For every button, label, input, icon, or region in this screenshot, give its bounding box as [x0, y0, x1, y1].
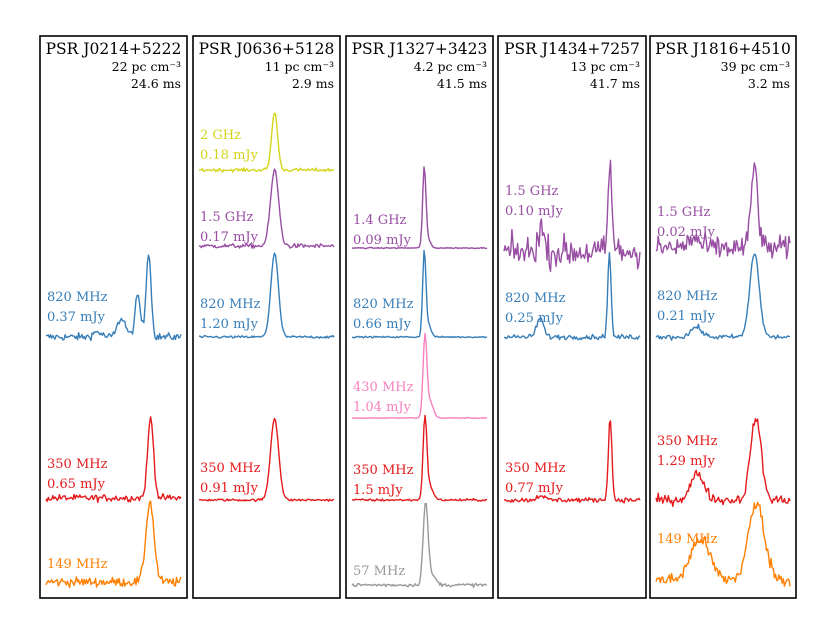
dispersion-measure: 39 pc cm⁻³ — [721, 59, 790, 74]
pulse-profile-trace — [503, 251, 641, 341]
flux-density-label: 1.29 mJy — [657, 454, 716, 469]
pulse-profile-trace — [655, 418, 791, 508]
flux-density-label: 0.77 mJy — [505, 481, 564, 496]
pulse-profile-trace — [351, 414, 488, 502]
frequency-label: 350 MHz — [657, 434, 718, 449]
frequency-label: 1.5 GHz — [200, 210, 254, 225]
frequency-label: 1.5 GHz — [657, 205, 711, 220]
frequency-label: 350 MHz — [47, 457, 108, 472]
pulse-profile-trace — [655, 501, 791, 587]
flux-density-label: 0.09 mJy — [353, 233, 412, 248]
dispersion-measure: 11 pc cm⁻³ — [265, 59, 334, 74]
dispersion-measure: 4.2 pc cm⁻³ — [414, 59, 487, 74]
frequency-label: 2 GHz — [200, 128, 241, 143]
pulse-profile-trace — [351, 166, 488, 250]
frequency-label: 820 MHz — [505, 291, 566, 306]
panel-frame — [497, 35, 647, 599]
panel-frame — [649, 35, 797, 599]
panel-title: PSR J0214+5222 — [46, 40, 182, 58]
pulse-profile-trace — [198, 112, 335, 173]
pulse-profile-trace — [198, 168, 335, 249]
frequency-label: 820 MHz — [353, 297, 414, 312]
pulse-profile-trace — [198, 252, 335, 339]
frequency-label: 820 MHz — [657, 289, 718, 304]
dispersion-measure: 13 pc cm⁻³ — [571, 59, 640, 74]
flux-density-label: 0.37 mJy — [47, 310, 106, 325]
flux-density-label: 1.04 mJy — [353, 400, 412, 415]
frequency-label: 57 MHz — [353, 564, 405, 579]
pulse-profile-trace — [351, 249, 488, 339]
flux-density-label: 0.18 mJy — [200, 148, 259, 163]
pulse-profile-trace — [351, 332, 488, 420]
frequency-label: 149 MHz — [47, 557, 108, 572]
spin-period: 41.7 ms — [590, 76, 640, 91]
panel-frame — [192, 35, 341, 599]
flux-density-label: 0.02 mJy — [657, 225, 716, 240]
panel-title: PSR J1434+7257 — [504, 40, 640, 58]
pulse-profile-trace — [198, 417, 335, 503]
pulse-profile-trace — [45, 500, 182, 588]
panel-title: PSR J1816+4510 — [655, 40, 791, 58]
frequency-label: 350 MHz — [200, 461, 261, 476]
frequency-label: 820 MHz — [200, 297, 261, 312]
pulse-profile-trace — [655, 162, 791, 260]
flux-density-label: 0.91 mJy — [200, 481, 259, 496]
panel-title: PSR J0636+5128 — [199, 40, 335, 58]
spin-period: 24.6 ms — [131, 76, 181, 91]
spin-period: 41.5 ms — [437, 76, 487, 91]
pulse-profile-trace — [503, 159, 641, 273]
pulse-profile-trace — [351, 502, 488, 588]
flux-density-label: 0.65 mJy — [47, 477, 106, 492]
frequency-label: 149 MHz — [657, 532, 718, 547]
panel-frame — [39, 35, 188, 599]
flux-density-label: 0.10 mJy — [505, 204, 564, 219]
frequency-label: 1.4 GHz — [353, 213, 407, 228]
flux-density-label: 0.25 mJy — [505, 311, 564, 326]
frequency-label: 350 MHz — [353, 463, 414, 478]
flux-density-label: 0.17 mJy — [200, 230, 259, 245]
pulse-profile-trace — [45, 416, 182, 504]
panel-title: PSR J1327+3423 — [352, 40, 488, 58]
spin-period: 2.9 ms — [292, 76, 334, 91]
flux-density-label: 1.5 mJy — [353, 483, 403, 498]
flux-density-label: 0.21 mJy — [657, 309, 716, 324]
pulse-profile-trace — [503, 420, 641, 504]
spin-period: 3.2 ms — [748, 76, 790, 91]
dispersion-measure: 22 pc cm⁻³ — [112, 59, 181, 74]
flux-density-label: 1.20 mJy — [200, 317, 259, 332]
frequency-label: 820 MHz — [47, 290, 108, 305]
pulse-profile-trace — [655, 253, 790, 341]
frequency-label: 430 MHz — [353, 380, 414, 395]
frequency-label: 1.5 GHz — [505, 184, 559, 199]
frequency-label: 350 MHz — [505, 461, 566, 476]
flux-density-label: 0.66 mJy — [353, 317, 412, 332]
panel-frame — [345, 35, 494, 599]
pulse-profile-trace — [45, 254, 182, 342]
